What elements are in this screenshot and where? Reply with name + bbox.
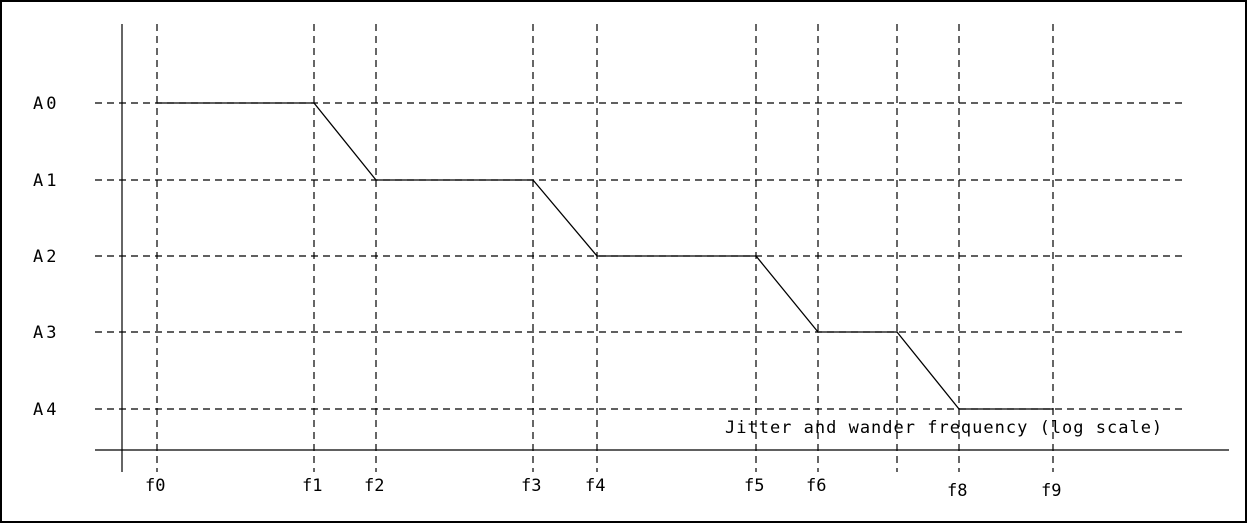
series-point [156, 102, 158, 104]
x-tick-label: f0 [145, 476, 165, 496]
x-tick-label: f8 [947, 481, 967, 501]
y-tick-label: A0 [33, 94, 59, 114]
series-point [817, 331, 819, 333]
series-point [596, 255, 598, 257]
series-point [958, 408, 960, 410]
series-point [896, 331, 898, 333]
y-tick-label: A1 [33, 171, 59, 191]
y-tick-label: A4 [33, 400, 59, 420]
axes-layer [95, 24, 1229, 472]
series-point [1052, 408, 1054, 410]
x-axis-label: Jitter and wander frequency (log scale) [725, 418, 1163, 438]
x-tick-label: f5 [744, 476, 764, 496]
y-tick-label: A2 [33, 247, 59, 267]
series-line [157, 102, 1053, 410]
x-tick-label: f2 [364, 476, 384, 496]
series-point [755, 255, 757, 257]
x-tick-label: f3 [521, 476, 541, 496]
series-point [313, 102, 315, 104]
y-tick-label: A3 [33, 323, 59, 343]
x-tick-label: f6 [806, 476, 826, 496]
series-point [375, 179, 377, 181]
x-tick-label: f4 [585, 476, 605, 496]
label-layer: Jitter and wander frequency (log scale) … [33, 94, 1163, 501]
series-layer [156, 102, 1054, 410]
series-point [532, 179, 534, 181]
grid-layer [95, 24, 1182, 472]
x-tick-label: f1 [302, 476, 322, 496]
x-tick-label: f9 [1041, 481, 1061, 501]
